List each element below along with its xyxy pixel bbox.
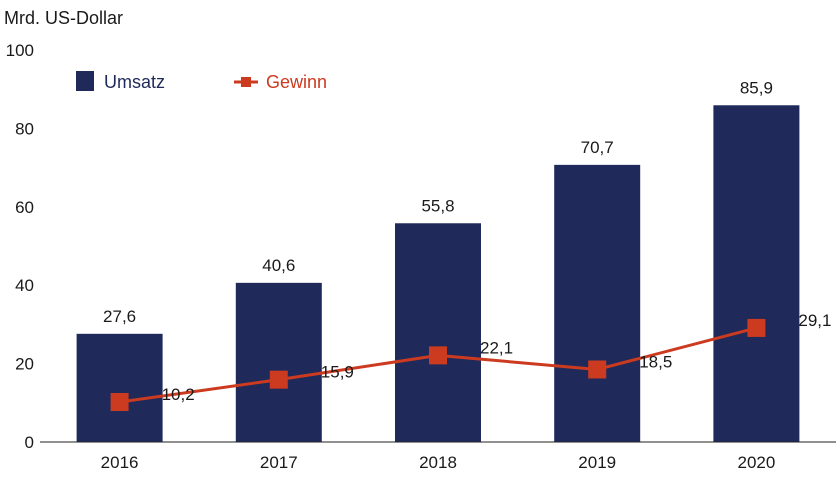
point-label-gewinn-2016: 10,2 <box>162 385 195 404</box>
category-label-2018: 2018 <box>419 453 457 472</box>
marker-gewinn-2016 <box>110 393 129 412</box>
bar-value-labels: 27,6 40,6 55,8 70,7 85,9 <box>103 78 773 326</box>
bar-umsatz-2017 <box>235 282 322 442</box>
marker-gewinn-2018 <box>429 346 447 365</box>
bar-series-umsatz <box>76 105 800 442</box>
point-label-gewinn-2019: 18,5 <box>639 352 672 371</box>
point-label-gewinn-2020: 29,1 <box>798 311 831 330</box>
y-tick-label: 60 <box>15 198 34 217</box>
legend-label-umsatz: Umsatz <box>104 72 165 92</box>
y-tick-label: 0 <box>25 433 34 452</box>
point-value-labels: 10,2 15,9 22,1 18,5 29,1 <box>162 311 832 404</box>
line-series-gewinn <box>110 318 766 412</box>
legend-swatch-umsatz <box>76 71 94 91</box>
point-label-gewinn-2017: 15,9 <box>321 363 354 382</box>
bar-umsatz-2018 <box>395 223 481 442</box>
legend: Umsatz Gewinn <box>76 71 327 92</box>
y-axis-ticks: 0 20 40 60 80 100 <box>6 41 34 452</box>
bar-label-umsatz-2020: 85,9 <box>740 78 773 97</box>
y-tick-label: 100 <box>6 41 34 60</box>
bar-label-umsatz-2019: 70,7 <box>581 138 614 157</box>
marker-gewinn-2019 <box>588 360 607 379</box>
category-label-2019: 2019 <box>578 453 616 472</box>
bar-label-umsatz-2016: 27,6 <box>103 307 136 326</box>
marker-gewinn-2017 <box>269 370 288 389</box>
bar-umsatz-2019 <box>554 164 641 442</box>
legend-label-gewinn: Gewinn <box>266 72 327 92</box>
bar-label-umsatz-2018: 55,8 <box>421 196 454 215</box>
category-label-2016: 2016 <box>101 453 139 472</box>
y-tick-label: 20 <box>15 355 34 374</box>
y-tick-label: 40 <box>15 276 34 295</box>
bar-label-umsatz-2017: 40,6 <box>262 256 295 275</box>
category-label-2020: 2020 <box>737 453 775 472</box>
bar-umsatz-2020 <box>713 105 800 442</box>
marker-gewinn-2020 <box>747 318 766 337</box>
point-label-gewinn-2018: 22,1 <box>480 338 513 357</box>
x-axis-category-labels: 2016 2017 2018 2019 2020 <box>101 453 776 472</box>
unit-label: Mrd. US-Dollar <box>4 8 123 28</box>
category-label-2017: 2017 <box>260 453 298 472</box>
legend-marker-gewinn <box>241 77 251 87</box>
y-tick-label: 80 <box>15 119 34 138</box>
bar-umsatz-2016 <box>76 333 163 442</box>
